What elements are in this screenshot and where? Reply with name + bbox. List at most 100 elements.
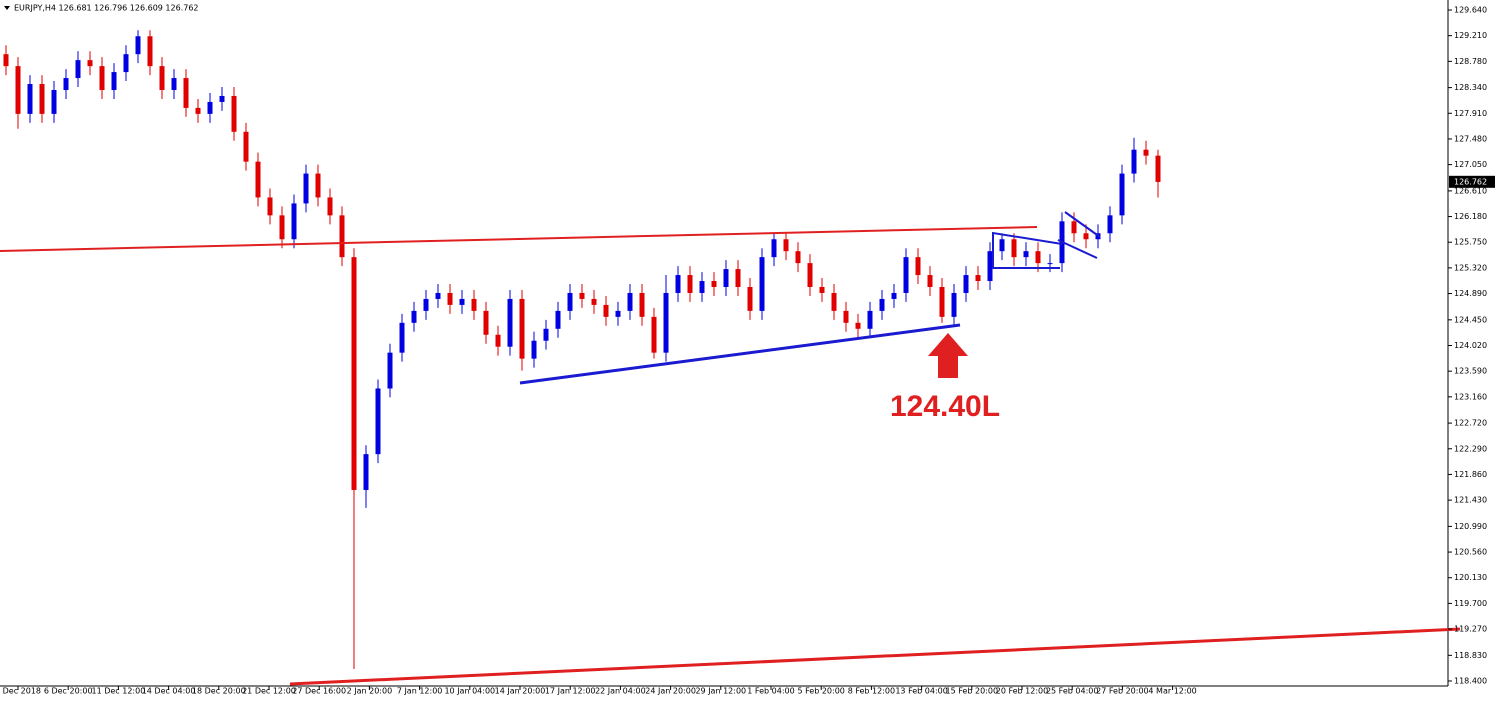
candle-body — [1011, 239, 1017, 258]
candle-body — [1119, 173, 1125, 216]
y-tick-label: 123.160 — [1454, 392, 1487, 401]
candle-body — [255, 161, 261, 198]
candle-body — [459, 298, 465, 305]
candles — [3, 30, 1161, 670]
candle-body — [507, 298, 513, 347]
candle-body — [555, 310, 561, 329]
candle-body — [687, 275, 693, 293]
candle-body — [135, 36, 141, 55]
candle-body — [111, 72, 117, 90]
candle-body — [39, 84, 45, 114]
resistance-line — [0, 226, 1038, 252]
candle-body — [1023, 251, 1029, 258]
y-tick-label: 120.560 — [1454, 548, 1487, 557]
candle-body — [1143, 149, 1149, 156]
y-tick-label: 124.890 — [1454, 289, 1487, 298]
candle-body — [75, 60, 81, 79]
candle-body — [1131, 149, 1137, 174]
candle-body — [699, 281, 705, 293]
candle-body — [159, 66, 165, 90]
candle-body — [579, 292, 585, 299]
candle-body — [291, 203, 297, 240]
candle-body — [195, 107, 201, 114]
candle-body — [495, 334, 501, 347]
candle-body — [615, 310, 621, 317]
pennant — [992, 211, 1101, 269]
candle-body — [1047, 263, 1053, 265]
candle-body — [411, 310, 417, 323]
candle-body — [387, 352, 393, 389]
candle-body — [531, 340, 537, 359]
candle-body — [807, 263, 813, 287]
y-tick-label: 124.020 — [1454, 341, 1487, 350]
candle-body — [975, 275, 981, 282]
candle-body — [891, 292, 897, 299]
candle-body — [963, 275, 969, 293]
candle-body — [783, 239, 789, 252]
x-tick-label: 10 Jan 04:00 — [444, 687, 495, 696]
y-tick-label: 126.610 — [1454, 186, 1487, 195]
x-tick-label: 11 Dec 12:00 — [91, 687, 145, 696]
x-tick-label: 6 Dec 20:00 — [44, 687, 93, 696]
symbol-menu[interactable] — [4, 6, 10, 10]
candle-body — [795, 251, 801, 264]
x-tick-label: 8 Feb 12:00 — [848, 687, 895, 696]
candle-body — [279, 215, 285, 240]
y-tick-label: 118.830 — [1454, 651, 1487, 660]
candle-body — [147, 36, 153, 67]
candle-body — [543, 328, 549, 341]
candle-body — [423, 298, 429, 311]
candle-body — [435, 292, 441, 299]
candle-body — [591, 298, 597, 305]
candle-body — [915, 257, 921, 276]
candle-body — [927, 275, 933, 287]
x-tick-label: 18 Dec 20:00 — [192, 687, 246, 696]
pennant-lines — [992, 231, 1063, 269]
candle-body — [951, 292, 957, 317]
arrow-up — [928, 333, 968, 378]
y-tick-label: 125.750 — [1454, 238, 1487, 247]
candle-body — [87, 60, 93, 67]
candle-body — [63, 78, 69, 90]
candle-body — [471, 298, 477, 311]
candle-body — [123, 54, 129, 73]
candle-body — [987, 251, 993, 282]
chart-title: EURJPY,H4 126.681 126.796 126.609 126.76… — [14, 4, 199, 13]
candle-body — [315, 173, 321, 198]
y-tick-label: 127.480 — [1454, 134, 1487, 143]
candle-body — [819, 286, 825, 293]
candle-body — [603, 304, 609, 317]
candle-body — [207, 101, 213, 114]
y-tick-label: 128.780 — [1454, 57, 1487, 66]
candle-body — [375, 388, 381, 455]
x-tick-label: 13 Feb 04:00 — [895, 687, 947, 696]
y-tick-label: 127.050 — [1454, 160, 1487, 169]
candle-body — [1107, 215, 1113, 234]
candle-body — [171, 78, 177, 90]
candle-body — [843, 310, 849, 323]
candle-body — [639, 292, 645, 317]
x-tick-label: 15 Feb 20:00 — [946, 687, 998, 696]
trend-line — [519, 323, 961, 385]
support-line — [289, 627, 1461, 686]
candle-body — [351, 257, 357, 490]
candle-body — [447, 292, 453, 305]
y-tick-label: 120.130 — [1454, 573, 1487, 582]
candle-body — [747, 286, 753, 311]
candle-body — [759, 257, 765, 311]
y-tick-label: 127.910 — [1454, 109, 1487, 118]
x-tick-label: 27 Dec 16:00 — [292, 687, 346, 696]
x-tick-label: 5 Feb 20:00 — [797, 687, 844, 696]
x-tick-label: 4 Dec 2018 — [0, 687, 41, 696]
y-tick-label: 128.340 — [1454, 83, 1487, 92]
candle-body — [303, 173, 309, 204]
candle-body — [831, 292, 837, 311]
candle-body — [399, 322, 405, 353]
x-tick-label: 29 Jan 12:00 — [695, 687, 746, 696]
y-tick-label: 122.720 — [1454, 419, 1487, 428]
x-tick-label: 7 Jan 12:00 — [397, 687, 443, 696]
candle-body — [267, 197, 273, 216]
x-tick-label: 27 Feb 20:00 — [1096, 687, 1148, 696]
y-tick-label: 125.320 — [1454, 263, 1487, 272]
